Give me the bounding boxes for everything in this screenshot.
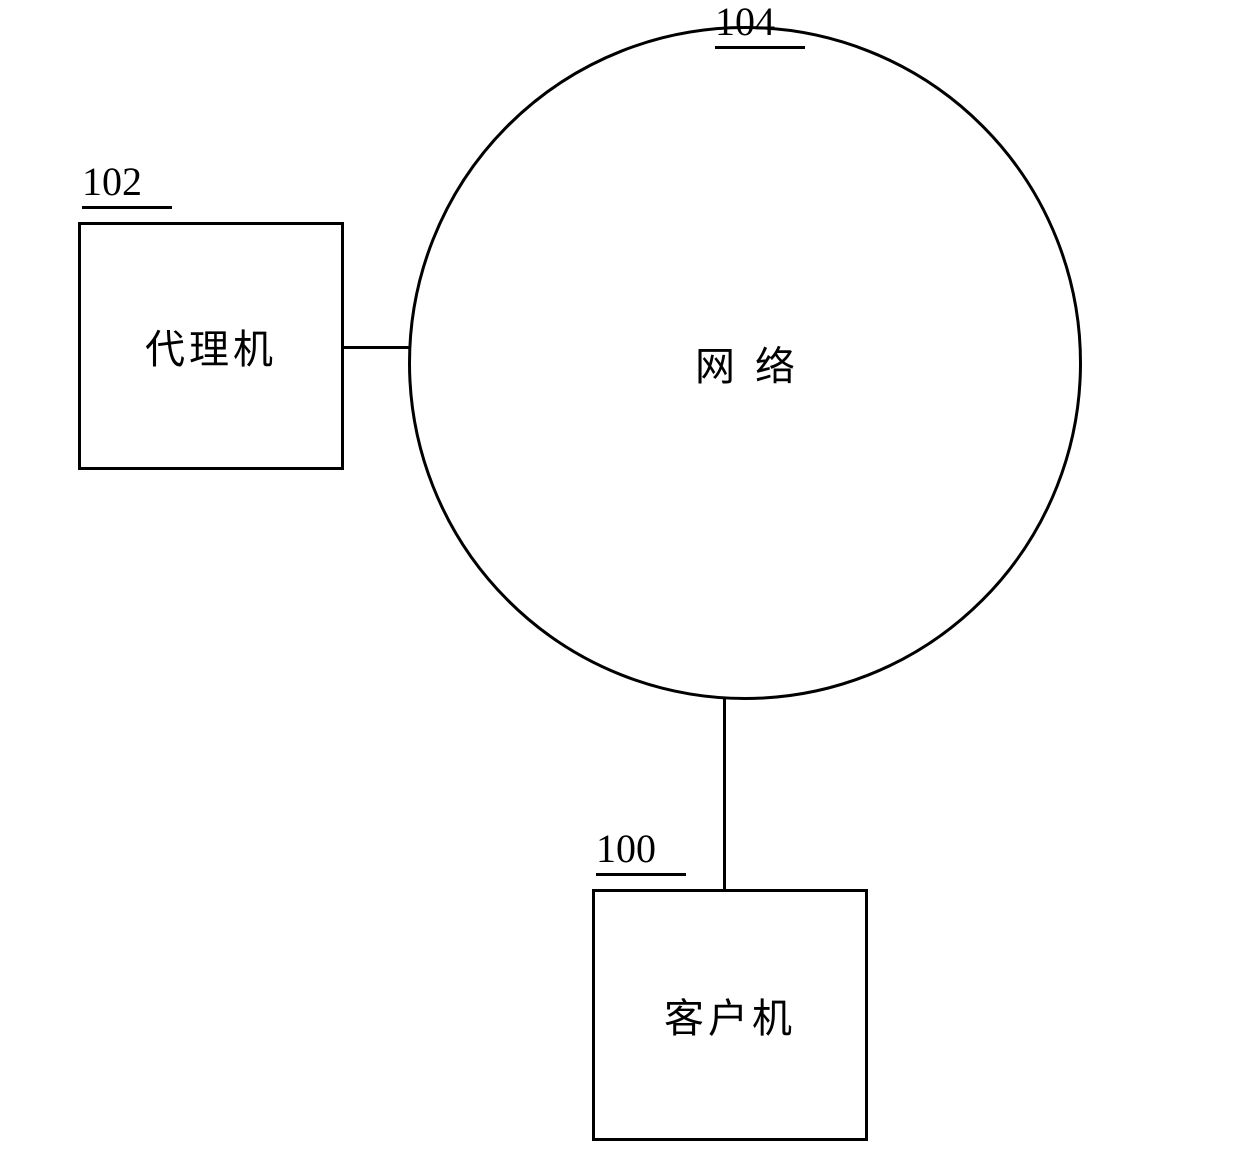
node-network-label: 网 络 bbox=[695, 334, 795, 392]
ref-underline-network bbox=[715, 46, 805, 49]
ref-underline-proxy bbox=[82, 206, 172, 209]
diagram-canvas: 代理机 102 网 络 104 客户机 100 bbox=[0, 0, 1240, 1166]
edge-network-client bbox=[723, 698, 726, 889]
ref-underline-client bbox=[596, 873, 686, 876]
ref-label-client: 100 bbox=[596, 825, 656, 872]
node-client: 客户机 bbox=[592, 889, 868, 1141]
ref-label-network: 104 bbox=[715, 0, 775, 45]
node-proxy-label: 代理机 bbox=[145, 317, 277, 375]
node-network: 网 络 bbox=[408, 26, 1082, 700]
ref-label-proxy: 102 bbox=[82, 158, 142, 205]
node-client-label: 客户机 bbox=[664, 986, 796, 1044]
node-proxy: 代理机 bbox=[78, 222, 344, 470]
edge-proxy-network bbox=[344, 346, 411, 349]
